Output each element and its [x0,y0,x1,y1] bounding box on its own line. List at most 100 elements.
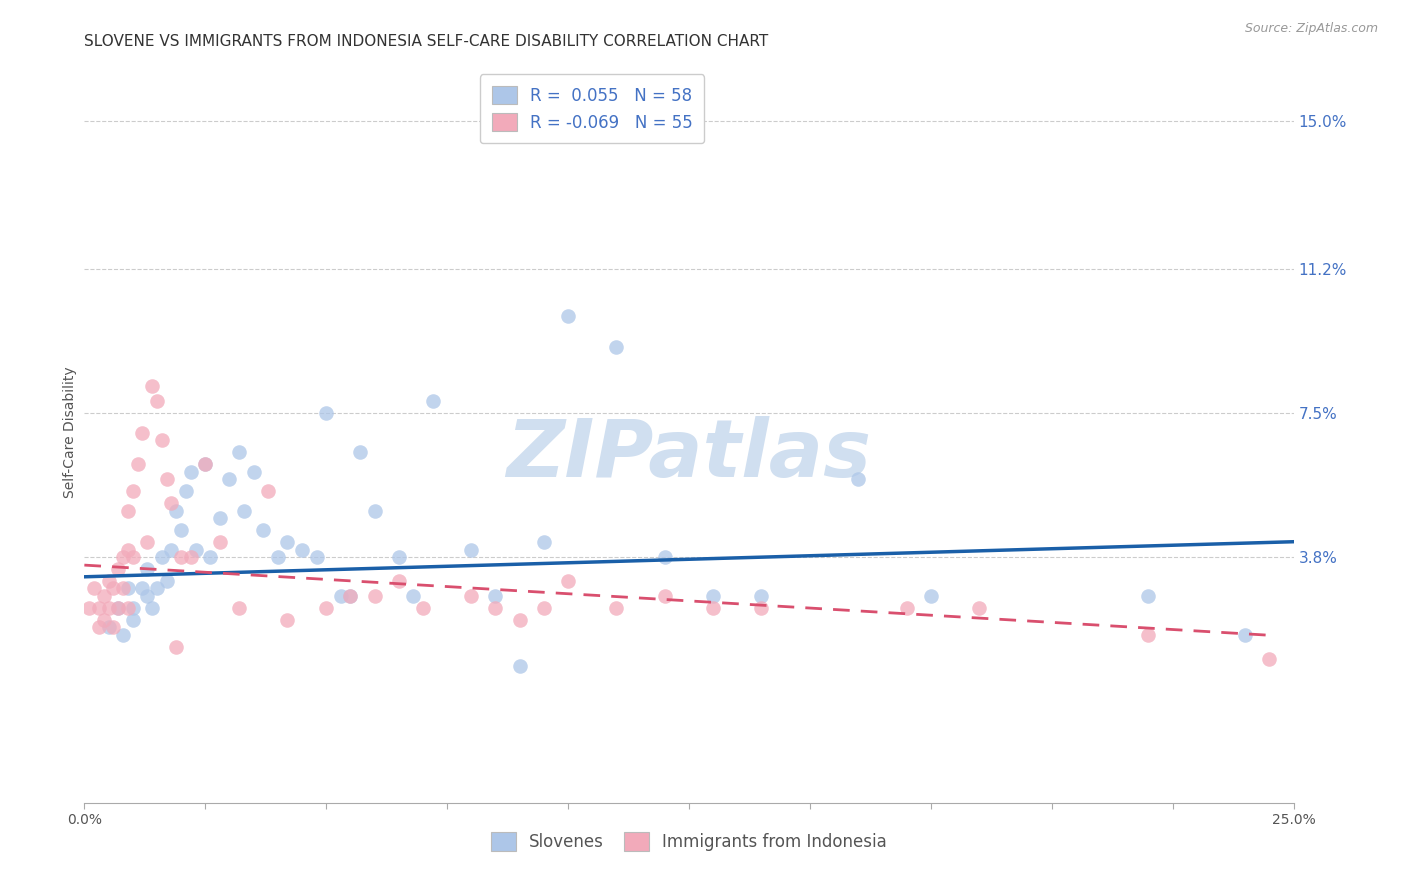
Point [349,445,371,459]
Point [117,582,139,596]
Y-axis label: Self-Care Disability: Self-Care Disability [63,367,77,499]
Point [460,589,482,603]
Point [315,601,337,615]
Point [533,534,555,549]
Point [242,465,264,479]
Point [112,628,135,642]
Point [194,457,217,471]
Point [1137,589,1160,603]
Point [208,534,231,549]
Point [155,472,177,486]
Point [1258,651,1281,665]
Point [315,406,337,420]
Point [388,550,411,565]
Text: SLOVENE VS IMMIGRANTS FROM INDONESIA SELF-CARE DISABILITY CORRELATION CHART: SLOVENE VS IMMIGRANTS FROM INDONESIA SEL… [84,34,769,49]
Point [267,550,290,565]
Point [87,601,110,615]
Point [131,425,153,440]
Point [402,589,425,603]
Point [702,589,724,603]
Point [112,550,135,565]
Point [557,574,579,588]
Point [93,589,115,603]
Point [654,550,676,565]
Point [533,601,555,615]
Point [484,589,506,603]
Point [160,542,183,557]
Point [846,472,869,486]
Point [180,550,202,565]
Point [170,523,193,537]
Point [170,550,193,565]
Point [276,613,298,627]
Point [155,574,177,588]
Point [136,589,159,603]
Point [557,309,579,323]
Point [121,613,143,627]
Point [1234,628,1257,642]
Point [150,550,173,565]
Point [93,613,115,627]
Point [136,534,159,549]
Point [967,601,990,615]
Point [291,542,314,557]
Point [194,457,217,471]
Point [363,503,385,517]
Point [198,550,221,565]
Point [180,465,202,479]
Point [751,601,773,615]
Point [107,562,129,576]
Point [141,601,163,615]
Point [339,589,361,603]
Point [605,340,627,354]
Point [112,582,135,596]
Point [121,601,143,615]
Point [136,562,159,576]
Point [150,434,173,448]
Point [233,503,256,517]
Point [460,542,482,557]
Point [509,659,531,673]
Point [605,601,627,615]
Point [77,601,100,615]
Point [146,394,169,409]
Legend: Slovenes, Immigrants from Indonesia: Slovenes, Immigrants from Indonesia [481,822,897,861]
Point [97,620,120,634]
Point [103,620,125,634]
Point [702,601,724,615]
Point [165,503,187,517]
Point [160,496,183,510]
Point [117,503,139,517]
Point [121,550,143,565]
Point [165,640,187,654]
Point [141,379,163,393]
Point [257,484,280,499]
Point [117,601,139,615]
Point [97,574,120,588]
Point [751,589,773,603]
Point [174,484,197,499]
Point [121,484,143,499]
Point [305,550,328,565]
Point [184,542,207,557]
Point [208,511,231,525]
Point [127,457,149,471]
Point [107,601,129,615]
Point [896,601,918,615]
Point [117,542,139,557]
Point [252,523,274,537]
Point [388,574,411,588]
Point [83,582,105,596]
Point [103,582,125,596]
Point [422,394,444,409]
Point [87,620,110,634]
Point [329,589,352,603]
Point [218,472,240,486]
Point [412,601,434,615]
Text: Source: ZipAtlas.com: Source: ZipAtlas.com [1244,22,1378,36]
Point [276,534,298,549]
Point [228,601,250,615]
Point [146,582,169,596]
Point [654,589,676,603]
Text: ZIPatlas: ZIPatlas [506,416,872,494]
